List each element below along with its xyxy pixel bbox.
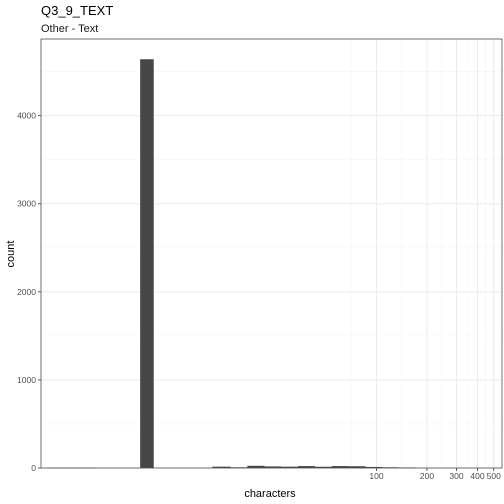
x-tick-label: 200 (420, 471, 434, 481)
histogram-bar (247, 465, 265, 468)
y-axis-title: count (5, 241, 17, 268)
y-tick-label: 0 (31, 463, 36, 473)
histogram-bar (365, 466, 383, 468)
x-axis-title: characters (244, 488, 296, 500)
y-tick-label: 2000 (17, 287, 36, 297)
x-tick-label: 500 (487, 471, 501, 481)
x-axis-ticks: 100 200 300 400 500 (369, 468, 501, 481)
y-axis-ticks: 0 1000 2000 3000 4000 (17, 111, 41, 473)
histogram-bar (348, 466, 366, 468)
x-tick-label: 300 (449, 471, 463, 481)
chart-subtitle: Other - Text (41, 23, 98, 35)
panel-background (41, 39, 502, 468)
y-tick-label: 1000 (17, 375, 36, 385)
y-tick-label: 4000 (17, 111, 36, 121)
grid-lines (41, 39, 502, 469)
histogram-bar (315, 466, 332, 468)
x-tick-label: 400 (470, 471, 484, 481)
chart-title: Q3_9_TEXT (41, 3, 113, 18)
histogram-bar (140, 59, 154, 469)
histogram-bar (264, 466, 282, 468)
histogram-bar (281, 466, 298, 468)
x-tick-label: 100 (369, 471, 383, 481)
histogram-bar (331, 466, 349, 468)
panel-border (40, 38, 503, 469)
histogram-bar (212, 466, 231, 468)
y-tick-label: 3000 (17, 199, 36, 209)
histogram-bar (297, 466, 316, 468)
